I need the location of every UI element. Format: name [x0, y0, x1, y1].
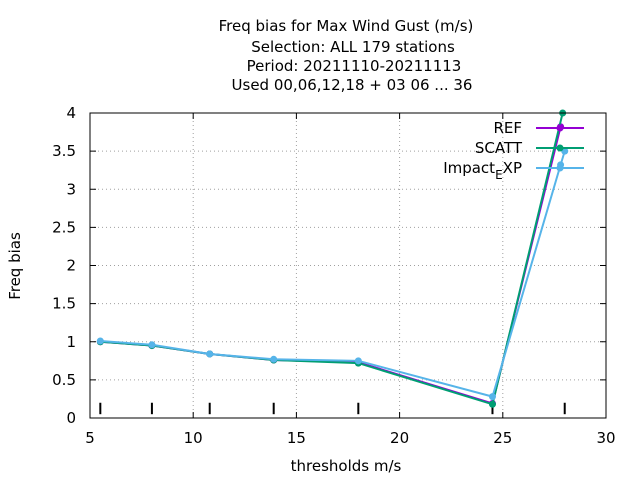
y-tick-label: 0.5 [52, 371, 76, 389]
title-line-3: Period: 20211110-20211113 [247, 57, 462, 75]
data-point [488, 400, 496, 408]
axis-ticks [89, 112, 607, 419]
title-line-2: Selection: ALL 179 stations [251, 38, 455, 56]
title-line-1: Freq bias for Max Wind Gust (m/s) [219, 17, 474, 35]
y-tick-label: 1 [66, 333, 76, 351]
y-tick-label: 3.5 [52, 142, 76, 160]
x-tick-label: 25 [493, 429, 512, 447]
title-line-4: Used 00,06,12,18 + 03 06 ... 36 [232, 76, 473, 94]
x-tick-label: 20 [390, 429, 409, 447]
legend-item-scatt: SCATT [475, 139, 584, 157]
legend-item-impact: ImpactEXP [443, 159, 584, 182]
data-series [96, 109, 569, 408]
data-point [206, 350, 214, 358]
y-tick-label: 2 [66, 257, 76, 275]
y-tick-label: 1.5 [52, 295, 76, 313]
y-axis-label: Freq bias [6, 232, 24, 300]
legend-marker [556, 144, 564, 152]
data-point [148, 341, 156, 349]
data-point [270, 355, 278, 363]
legend-marker [556, 164, 564, 172]
legend: REF SCATT ImpactEXP [443, 119, 584, 182]
x-tick-label: 30 [596, 429, 615, 447]
data-point [96, 337, 104, 345]
x-tick-labels: 5 10 15 20 25 30 [85, 429, 615, 447]
plot-frame [89, 112, 607, 419]
legend-label: SCATT [475, 139, 523, 157]
legend-label: REF [493, 119, 522, 137]
chart-title: Freq bias for Max Wind Gust (m/s) Select… [219, 17, 474, 94]
series-line [100, 150, 566, 398]
x-tick-label: 5 [85, 429, 95, 447]
x-axis-label: thresholds m/s [291, 457, 402, 475]
y-tick-label: 4 [66, 104, 76, 122]
x-tick-label: 10 [184, 429, 203, 447]
y-tick-label: 2.5 [52, 218, 76, 236]
y-tick-labels: 0 0.5 1 1.5 2 2.5 3 3.5 4 [52, 104, 76, 427]
grid [90, 113, 606, 418]
legend-item-ref: REF [493, 119, 584, 137]
x-tick-label: 15 [287, 429, 306, 447]
y-tick-label: 0 [66, 409, 76, 427]
y-tick-label: 3 [66, 180, 76, 198]
data-point [354, 357, 362, 365]
data-point [488, 393, 496, 401]
legend-marker [556, 124, 564, 132]
legend-label: ImpactEXP [443, 159, 522, 182]
